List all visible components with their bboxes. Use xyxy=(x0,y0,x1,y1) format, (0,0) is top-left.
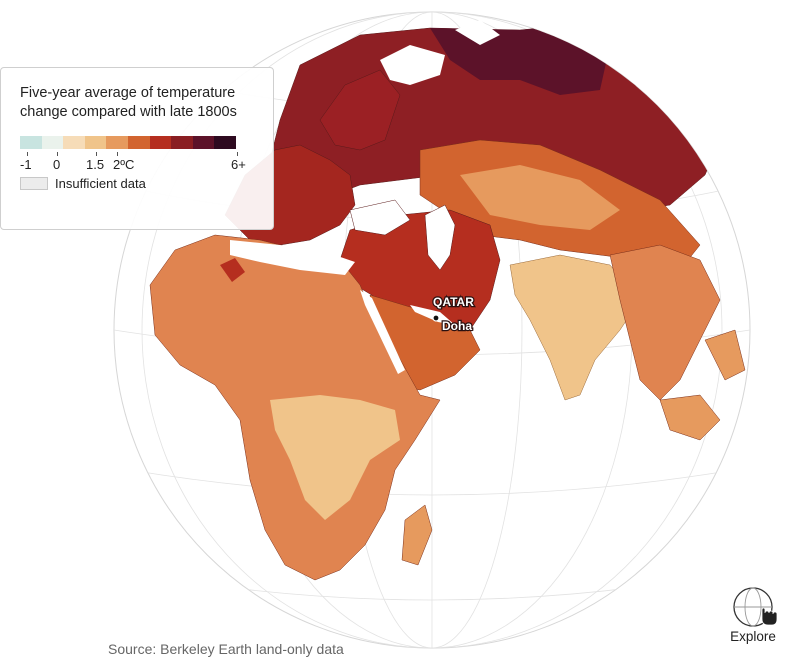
region-india[interactable] xyxy=(509,254,641,401)
doha-label: Doha xyxy=(442,319,472,333)
scale-step-4 xyxy=(106,136,128,149)
legend-title: Five-year average of temperature change … xyxy=(20,85,237,120)
region-islands xyxy=(659,329,746,441)
qatar-label: QATAR xyxy=(433,295,474,309)
region-scandinavia xyxy=(319,69,401,151)
doha-marker[interactable] xyxy=(432,314,440,322)
tick-label-6: 6+ xyxy=(231,157,246,172)
insufficient-data-swatch xyxy=(20,177,48,190)
scale-step-3 xyxy=(84,136,107,149)
tick-label-1-5: 1.5 xyxy=(86,157,105,172)
scale-step-1 xyxy=(41,136,64,149)
tick-mark-2 xyxy=(117,152,118,156)
scale-step-6 xyxy=(149,136,172,149)
tick-mark-neg1 xyxy=(27,152,28,156)
red-sea xyxy=(360,290,405,374)
region-madagascar xyxy=(401,504,433,566)
legend: Five-year average of temperature change … xyxy=(0,67,274,230)
region-north-siberia xyxy=(430,25,610,95)
scale-step-8 xyxy=(192,136,215,149)
mediterranean-sea xyxy=(230,240,355,275)
scale-step-9 xyxy=(214,136,236,149)
tick-mark-1-5 xyxy=(96,152,97,156)
explore-button[interactable]: Explore xyxy=(722,585,788,647)
source-note: Source: Berkeley Earth land-only data xyxy=(108,641,344,657)
scale-step-7 xyxy=(171,136,193,149)
scale-step-2 xyxy=(63,136,85,149)
globe-hand-icon xyxy=(733,587,778,627)
tick-mark-0 xyxy=(57,152,58,156)
region-sahara-hotspot xyxy=(220,258,245,282)
color-scale-bar xyxy=(20,136,236,149)
region-steppe-light xyxy=(460,165,620,230)
tick-label-0: 0 xyxy=(53,157,61,172)
explore-label: Explore xyxy=(730,629,776,644)
region-africa-light xyxy=(270,395,400,520)
black-sea xyxy=(349,199,411,236)
tick-mark-6 xyxy=(237,152,238,156)
tick-label-2: 2ºC xyxy=(113,157,135,172)
tick-label-neg1: -1 xyxy=(20,157,32,172)
caspian-sea xyxy=(424,204,456,271)
insufficient-data-label: Insufficient data xyxy=(55,176,146,191)
scale-step-0 xyxy=(20,136,42,149)
arctic-sea xyxy=(380,20,500,85)
persian-gulf xyxy=(410,305,455,325)
region-east-asia[interactable] xyxy=(609,244,721,401)
scale-step-5 xyxy=(127,136,150,149)
